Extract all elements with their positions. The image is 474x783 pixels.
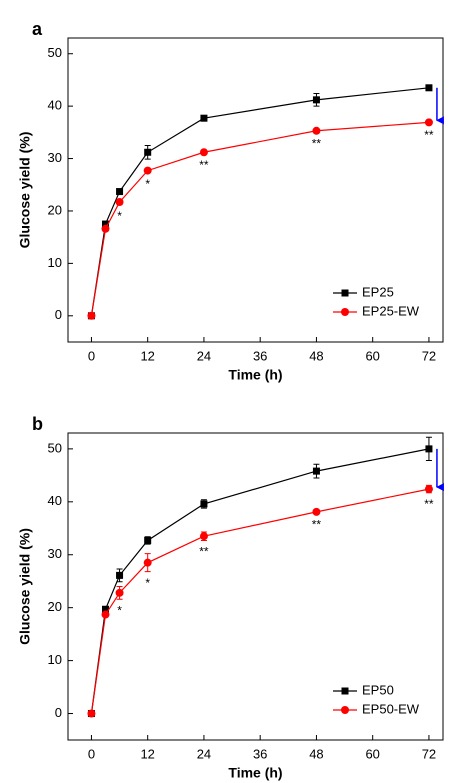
y-tick-label: 30 [48,546,62,561]
x-tick-label: 72 [422,348,436,363]
data-point [199,532,208,541]
data-point [102,220,109,228]
data-point [115,588,124,597]
x-tick-label: 36 [253,746,267,761]
data-point [312,126,321,135]
x-tick-label: 36 [253,348,267,363]
y-tick-label: 50 [48,440,62,455]
x-tick-label: 24 [197,348,211,363]
series-line [90,488,430,714]
legend-label: EP50-EW [362,701,420,716]
data-point [144,148,152,156]
x-tick-label: 12 [140,746,154,761]
plot-frame [67,432,444,741]
x-tick-label: 0 [88,348,95,363]
significance-mark: ** [312,518,322,532]
legend-marker [341,308,349,316]
y-tick-label: 0 [55,307,62,322]
data-point [425,445,433,453]
data-point [116,571,124,579]
y-tick-label: 50 [48,45,62,60]
data-point [200,114,208,122]
data-point [87,311,96,320]
series-line [90,448,430,714]
data-point [143,166,152,175]
plot-frame [67,37,444,343]
data-point [116,188,124,196]
x-tick-label: 48 [309,348,323,363]
data-point [101,224,110,233]
data-point [115,198,124,207]
significance-mark: ** [312,137,322,151]
x-tick-label: 12 [140,348,154,363]
y-tick-label: 30 [48,150,62,165]
x-axis-label: Time (h) [228,765,282,781]
data-point [312,467,320,475]
y-axis-label: Glucose yield (%) [17,132,33,249]
legend-label: EP25-EW [362,303,420,318]
y-tick-label: 10 [48,255,62,270]
significance-mark: * [117,209,122,223]
x-axis-label: Time (h) [228,367,282,383]
legend-label: EP50 [362,682,394,697]
significance-mark: ** [199,545,209,559]
y-tick-label: 40 [48,98,62,113]
x-tick-label: 24 [197,746,211,761]
significance-mark: ** [424,128,434,142]
data-point [87,709,96,718]
panel-label: b [32,414,43,434]
data-point [424,485,433,494]
data-point [143,558,152,567]
y-tick-label: 0 [55,705,62,720]
data-point [425,84,433,92]
data-point [200,500,208,508]
significance-mark: * [117,603,122,617]
data-point [312,96,320,104]
legend-marker [341,706,349,714]
x-tick-label: 48 [309,746,323,761]
significance-mark: * [145,576,150,590]
data-point [102,605,109,613]
y-tick-label: 40 [48,493,62,508]
data-point [101,610,110,619]
data-point [424,118,433,127]
y-axis-label: Glucose yield (%) [17,528,33,645]
x-tick-label: 60 [365,746,379,761]
y-tick-label: 20 [48,202,62,217]
legend-label: EP25 [362,284,394,299]
series-line [90,87,430,316]
y-tick-label: 20 [48,599,62,614]
legend-marker [341,687,349,695]
y-tick-label: 10 [48,652,62,667]
significance-mark: * [145,177,150,191]
legend-marker [341,289,349,297]
x-tick-label: 72 [422,746,436,761]
significance-mark: ** [424,497,434,511]
significance-mark: ** [199,158,209,172]
x-tick-label: 0 [88,746,95,761]
panel-label: a [32,19,43,39]
data-point [144,536,152,544]
x-tick-label: 60 [365,348,379,363]
data-point [199,148,208,157]
data-point [312,507,321,516]
